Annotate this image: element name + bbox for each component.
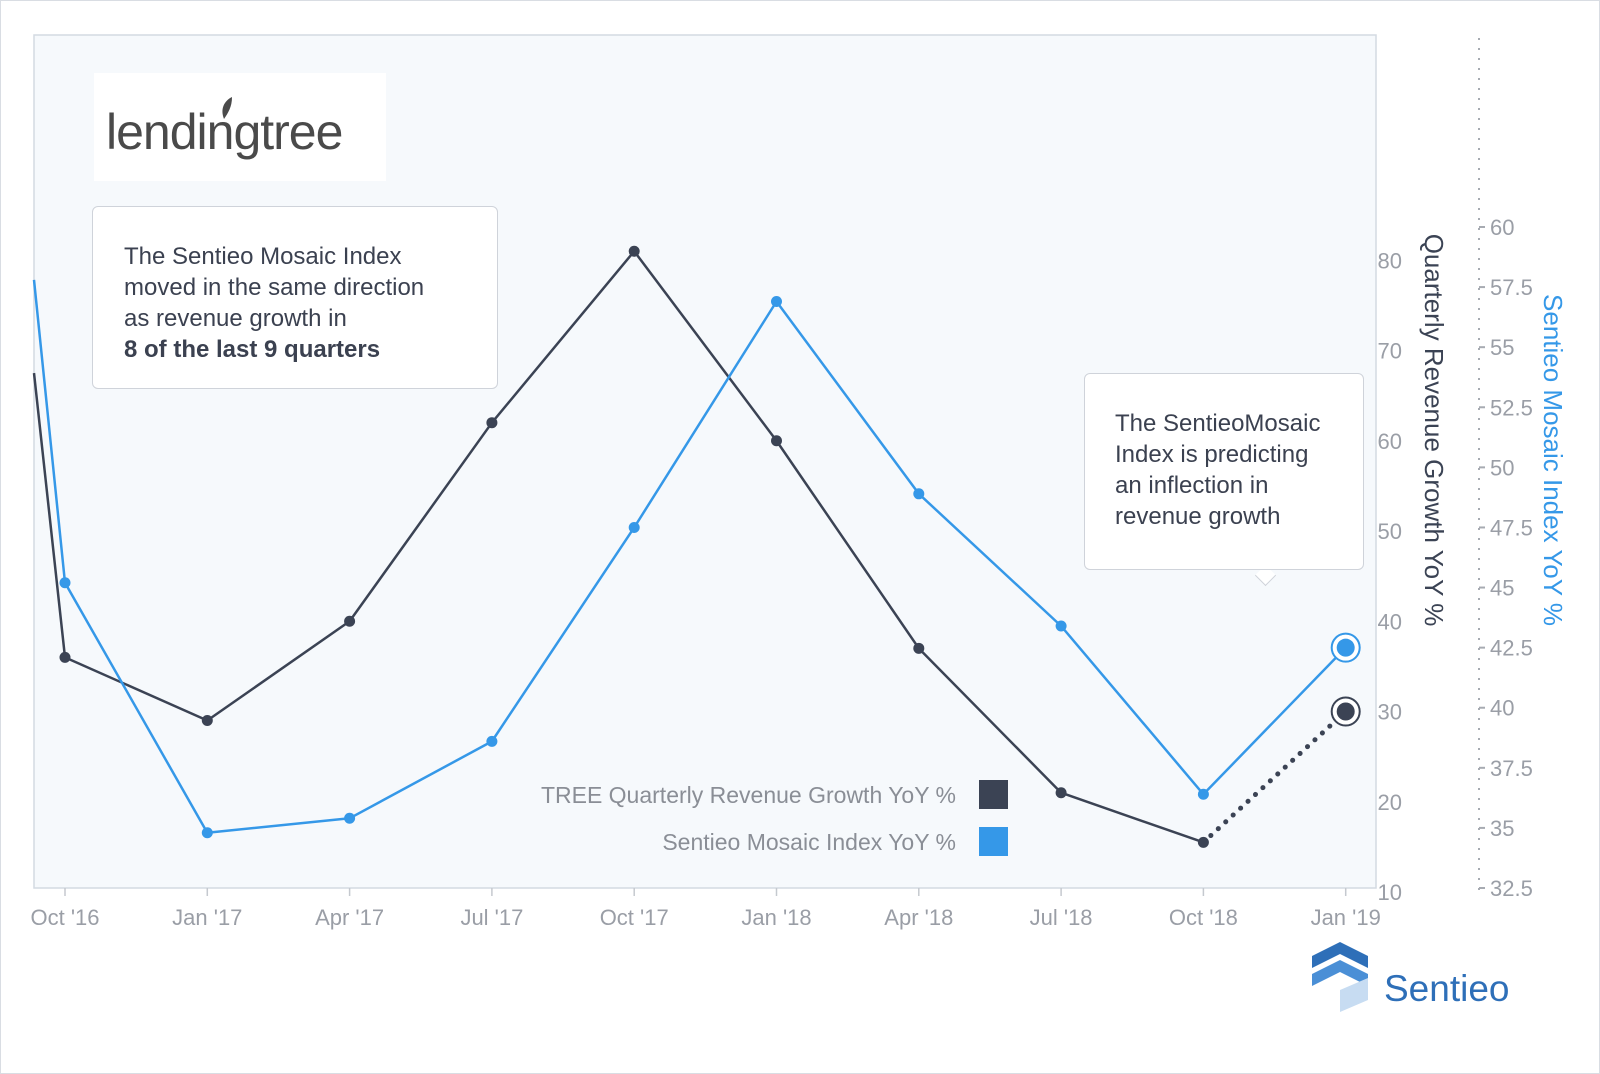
callout-inflection: The SentieoMosaic Index is predicting an… [1084,373,1364,570]
logo-text: lendingtree [106,104,343,160]
y-right-tick-label: 35 [1490,816,1514,841]
point-revenue [344,615,356,627]
x-axis: Oct '16 Jan '17 Apr '17 Jul '17 Oct '17 Jan '… [30,888,1381,930]
y-left-tick-label: 20 [1378,790,1402,815]
y-axis-right-title: Sentieo Mosaic Index YoY % [1538,294,1568,626]
y-right-tick-label: 60 [1490,215,1514,240]
y-left-tick-label: 70 [1378,339,1402,364]
callout-same-direction: The Sentieo Mosaic Index moved in the sa… [92,206,498,389]
series-layer [32,245,1361,848]
point-revenue [771,435,782,447]
series-line-revenue [32,249,1204,844]
y-left-tick-label: 50 [1378,519,1402,544]
y-right-tick-label: 32.5 [1490,876,1533,901]
y-left-tick-label: 60 [1378,429,1402,454]
y-right-tick-label: 52.5 [1490,395,1533,420]
x-tick-label: Apr '18 [884,905,953,930]
legend-label-mosaic: Sentieo Mosaic Index YoY % [662,829,956,855]
point-mosaic [913,488,925,500]
point-mosaic [628,521,640,533]
point-mosaic [771,296,782,308]
legend-label-revenue: TREE Quarterly Revenue Growth YoY % [541,782,956,808]
point-mosaic [59,577,71,589]
y-right-tick-label: 45 [1490,576,1514,601]
y-left-tick-label: 30 [1378,700,1402,725]
y-right-tick-label: 55 [1490,335,1514,360]
y-right-tick-label: 57.5 [1490,275,1533,300]
callout-line: The SentieoMosaic [1115,410,1321,437]
y-left-tick-label: 10 [1378,880,1402,905]
callout-line: Index is predicting [1115,441,1309,468]
y-left-tick-label: 40 [1378,609,1402,634]
x-tick-label: Jul '17 [460,905,523,930]
point-revenue [1336,702,1355,721]
x-tick-label: Oct '16 [30,905,99,930]
left-axis: 10 20 30 40 50 60 70 80 [1378,248,1402,905]
y-left-tick-label: 80 [1378,248,1402,273]
point-mosaic [1336,638,1355,657]
point-mosaic [486,735,498,747]
leaf-icon [222,97,232,119]
point-revenue [913,642,925,654]
y-right-tick-label: 47.5 [1490,515,1533,540]
y-right-tick-label: 40 [1490,696,1514,721]
lendingtree-logo: lendingtree [94,73,386,181]
y-right-tick-label: 42.5 [1490,636,1533,661]
callout-line: an inflection in [1115,472,1269,499]
point-revenue [628,245,640,257]
point-revenue [1055,787,1067,799]
right-axis: 32.5 35 37.5 40 42.5 45 47.5 50 52.5 55 57.5 60 [1478,38,1533,901]
x-tick-label: Jan '17 [172,905,242,930]
point-revenue [486,417,498,429]
callout-line: The Sentieo Mosaic Index [124,243,402,270]
callout-line: revenue growth [1115,503,1281,530]
y-right-tick-label: 50 [1490,455,1514,480]
callout-line: as revenue growth in [124,305,347,332]
callout-line: moved in the same direction [124,274,425,301]
y-right-tick-label: 37.5 [1490,756,1533,781]
y-axis-left-title: Quarterly Revenue Growth YoY % [1419,234,1449,627]
series-projection-revenue [1200,709,1349,845]
sentieo-brand-text: Sentieo [1384,968,1510,1009]
point-mosaic [1197,788,1209,800]
point-revenue [1197,836,1209,848]
callout-bold-line: 8 of the last 9 quarters [124,336,381,363]
point-revenue [59,651,71,663]
point-revenue [201,715,213,727]
point-mosaic [344,812,356,824]
legend: TREE Quarterly Revenue Growth YoY % Sent… [541,780,1008,856]
point-mosaic [1055,620,1067,632]
legend-swatch-revenue [979,780,1008,809]
sentieo-logo-icon [1312,942,1368,1012]
x-tick-label: Jul '18 [1030,905,1093,930]
point-mosaic [201,827,213,839]
x-tick-label: Oct '17 [600,905,669,930]
legend-swatch-mosaic [979,827,1008,856]
x-tick-label: Oct '18 [1169,905,1238,930]
x-tick-label: Jan '19 [1311,905,1381,930]
x-tick-label: Jan '18 [741,905,811,930]
x-tick-label: Apr '17 [315,905,384,930]
